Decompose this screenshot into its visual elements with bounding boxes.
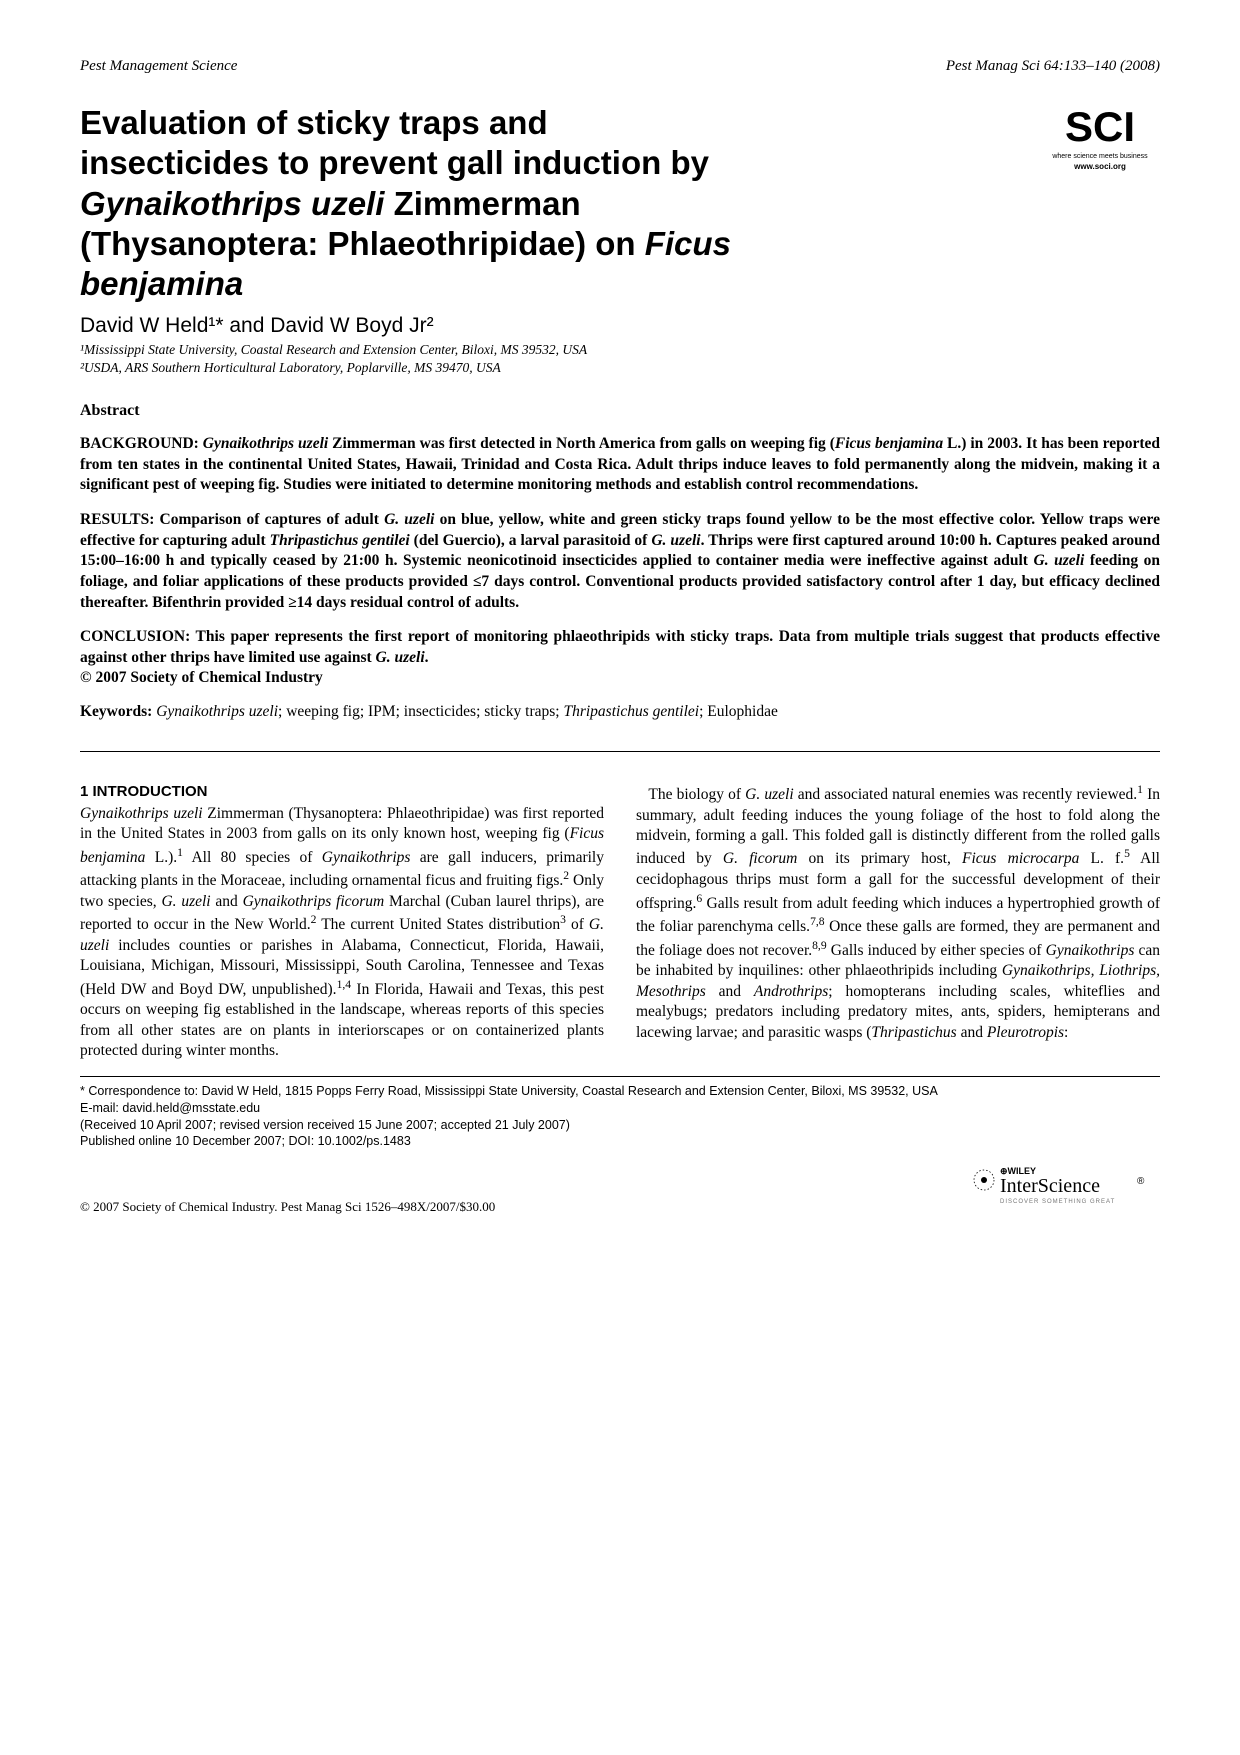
journal-citation-right: Pest Manag Sci 64:133–140 (2008) — [946, 58, 1160, 75]
authors: David W Held¹* and David W Boyd Jr² — [80, 314, 1160, 338]
intro-para-1: Gynaikothrips uzeli Zimmerman (Thysanopt… — [80, 804, 604, 1062]
column-1: 1 INTRODUCTION Gynaikothrips uzeli Zimme… — [80, 782, 604, 1062]
interscience-logo: ⊕WILEY InterScience ® DISCOVER SOMETHING… — [970, 1160, 1160, 1215]
correspondence: * Correspondence to: David W Held, 1815 … — [80, 1083, 1160, 1100]
intro-heading: 1 INTRODUCTION — [80, 782, 604, 802]
footer-divider — [80, 1076, 1160, 1077]
body-columns: 1 INTRODUCTION Gynaikothrips uzeli Zimme… — [80, 782, 1160, 1062]
published-line: Published online 10 December 2007; DOI: … — [80, 1133, 1160, 1150]
abstract-conclusion: CONCLUSION: This paper represents the fi… — [80, 627, 1160, 689]
running-header: Pest Management Science Pest Manag Sci 6… — [80, 58, 1160, 75]
correspondence-email: E-mail: david.held@msstate.edu — [80, 1100, 1160, 1117]
copyright-footer: © 2007 Society of Chemical Industry. Pes… — [80, 1199, 495, 1215]
svg-text:where science meets business: where science meets business — [1051, 153, 1148, 160]
intro-para-2: The biology of G. uzeli and associated n… — [636, 782, 1160, 1043]
affiliation-1: ¹Mississippi State University, Coastal R… — [80, 342, 1160, 358]
svg-text:®: ® — [1137, 1176, 1145, 1187]
footer-notes: * Correspondence to: David W Held, 1815 … — [80, 1083, 1160, 1151]
abstract: BACKGROUND: Gynaikothrips uzeli Zimmerma… — [80, 434, 1160, 689]
article-title: Evaluation of sticky traps and insectici… — [80, 103, 1022, 304]
svg-text:www.soci.org: www.soci.org — [1073, 162, 1126, 171]
sci-logo: SCI where science meets business www.soc… — [1040, 103, 1160, 188]
svg-text:SCI: SCI — [1065, 103, 1135, 150]
divider — [80, 751, 1160, 752]
journal-name-left: Pest Management Science — [80, 58, 237, 75]
abstract-background: BACKGROUND: Gynaikothrips uzeli Zimmerma… — [80, 434, 1160, 496]
abstract-label: Abstract — [80, 402, 1160, 420]
abstract-results: RESULTS: Comparison of captures of adult… — [80, 510, 1160, 613]
svg-text:InterScience: InterScience — [1000, 1175, 1100, 1197]
received-line: (Received 10 April 2007; revised version… — [80, 1117, 1160, 1134]
affiliation-2: ²USDA, ARS Southern Horticultural Labora… — [80, 360, 1160, 376]
column-2: The biology of G. uzeli and associated n… — [636, 782, 1160, 1062]
keywords: Keywords: Gynaikothrips uzeli; weeping f… — [80, 703, 1160, 721]
svg-text:DISCOVER SOMETHING GREAT: DISCOVER SOMETHING GREAT — [1000, 1199, 1115, 1205]
